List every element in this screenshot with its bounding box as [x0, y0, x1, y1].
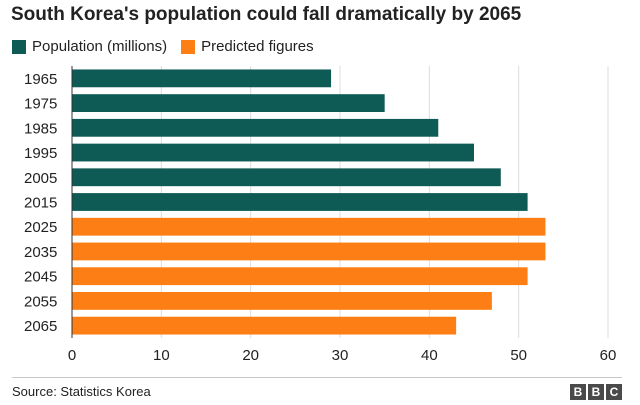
- legend-item-predicted: Predicted figures: [181, 38, 314, 55]
- legend-item-population: Population (millions): [12, 38, 167, 55]
- logo-letter-b2: B: [588, 384, 604, 400]
- x-tick-label-30: 30: [332, 347, 349, 364]
- bar-2005: [72, 168, 501, 187]
- logo-letter-c: C: [606, 384, 622, 400]
- x-tick-label-20: 20: [242, 347, 259, 364]
- bar-2045: [72, 267, 528, 286]
- bar-2055: [72, 292, 492, 310]
- category-label-1965: 1965: [24, 71, 57, 88]
- chart-title: South Korea's population could fall dram…: [11, 4, 522, 25]
- logo-letter-b1: B: [570, 384, 586, 400]
- x-tick-label-60: 60: [600, 347, 617, 364]
- category-label-2005: 2005: [24, 170, 57, 187]
- legend: Population (millions) Predicted figures: [12, 38, 328, 55]
- x-tick-label-0: 0: [68, 347, 76, 364]
- legend-swatch-predicted: [181, 39, 196, 54]
- x-tick-label-40: 40: [421, 347, 438, 364]
- bar-2015: [72, 193, 528, 211]
- category-label-1985: 1985: [24, 120, 57, 137]
- category-label-2035: 2035: [24, 244, 57, 261]
- footer-divider: [12, 377, 622, 378]
- bar-1975: [72, 94, 385, 112]
- bar-2025: [72, 217, 546, 236]
- category-label-2015: 2015: [24, 195, 57, 212]
- bar-1995: [72, 143, 474, 162]
- bar-1965: [72, 69, 332, 88]
- source-text: Source: Statistics Korea: [12, 384, 151, 399]
- bar-2035: [72, 242, 546, 261]
- bar-2065: [72, 316, 457, 335]
- bar-1985: [72, 118, 439, 137]
- x-tick-label-50: 50: [510, 347, 527, 364]
- legend-label-predicted: Predicted figures: [201, 38, 314, 55]
- category-label-2065: 2065: [24, 318, 57, 335]
- category-label-1975: 1975: [24, 96, 57, 113]
- category-label-2055: 2055: [24, 293, 57, 310]
- bbc-logo: B B C: [568, 384, 622, 400]
- category-label-2045: 2045: [24, 269, 57, 286]
- x-tick-label-10: 10: [153, 347, 170, 364]
- category-label-1995: 1995: [24, 145, 57, 162]
- legend-label-population: Population (millions): [32, 38, 168, 55]
- category-label-2025: 2025: [24, 219, 57, 236]
- legend-swatch-population: [12, 39, 26, 54]
